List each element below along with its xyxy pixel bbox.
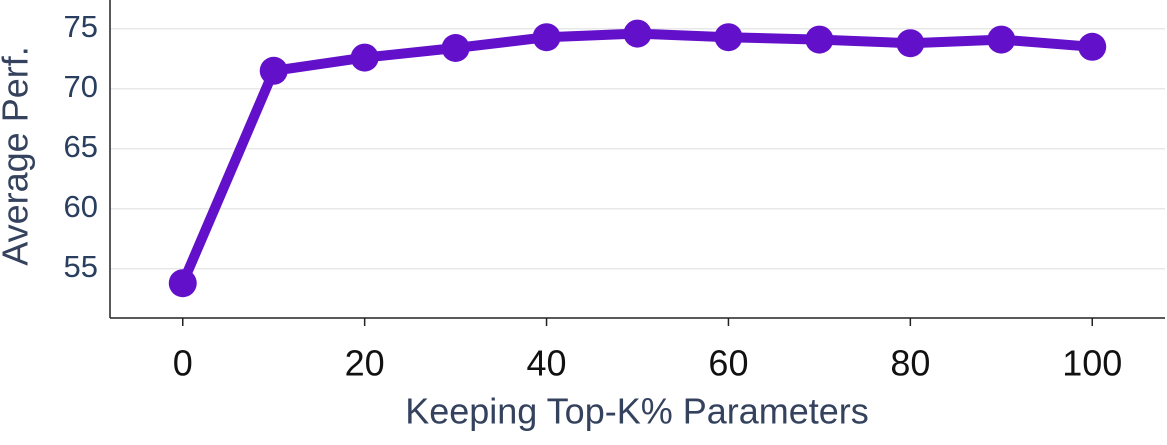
line (178, 28, 1093, 286)
y-tick-label: 75 (64, 9, 98, 44)
marker (805, 25, 834, 54)
y-tick-label: 65 (64, 129, 98, 164)
y-tick-label: 70 (64, 69, 98, 104)
x-tick-label: 40 (527, 343, 567, 384)
x-tick-label: 60 (708, 343, 748, 384)
marker (168, 269, 197, 298)
y-tick-label: 55 (64, 249, 98, 284)
marker (623, 19, 652, 48)
marker (1078, 32, 1107, 61)
x-tick-label: 0 (173, 343, 193, 384)
x-tick-label: 80 (890, 343, 930, 384)
y-axis-title: Average Perf. (0, 46, 36, 265)
x-axis-title: Keeping Top-K% Parameters (405, 391, 869, 432)
x-tick-label: 20 (345, 343, 385, 384)
marker (896, 29, 925, 58)
marker (441, 34, 470, 62)
marker (714, 23, 743, 52)
marker (350, 43, 379, 72)
marker (532, 23, 561, 52)
x-tick-label: 100 (1062, 343, 1122, 384)
marker (259, 56, 288, 85)
y-tick-label: 60 (64, 189, 98, 224)
marker (987, 25, 1016, 54)
